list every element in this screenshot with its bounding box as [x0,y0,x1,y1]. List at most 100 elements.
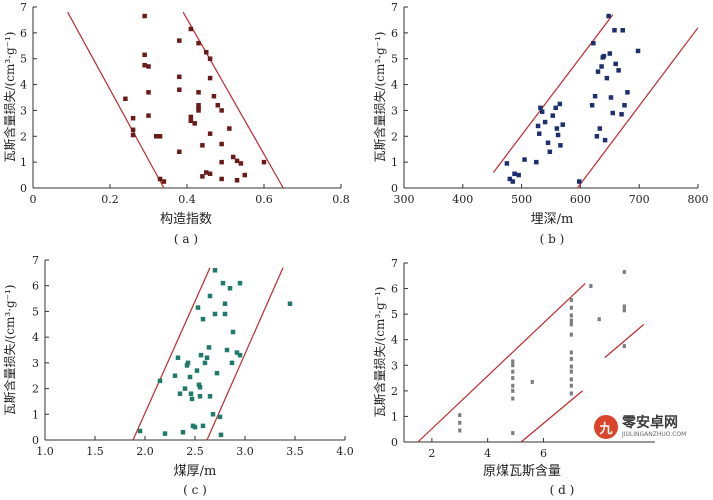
panel-b-x-tick-label: 600 [570,193,591,206]
panel-b-ylabel: 瓦斯含量损失/(cm³·g⁻¹) [372,32,387,163]
panel-a-ylabel: 瓦斯含量损失/(cm³·g⁻¹) [2,32,17,163]
panel-c-data-point [197,385,203,390]
panel-d-data-point [511,383,515,388]
panel-b-data-point [557,101,563,107]
panel-c-y-tick-label: 0 [32,434,39,447]
panel-b-data-point [560,122,566,127]
panel-c-x-tick-label: 2.5 [186,445,204,458]
panel-c-data-point [237,352,243,358]
panel-a-data-point [196,103,201,108]
panel-d-data-point [622,344,626,349]
panel-d-axes: 0 1 2 3 4 5 6 7 2 4 6 [391,257,655,460]
panel-a-data-point [238,161,244,166]
panel-b-data-point [620,28,625,33]
panel-d-data-point [569,350,573,355]
panel-d-data-point [589,284,593,289]
panel-c-data-point [195,305,201,310]
panel-a-data-point [196,108,201,113]
panel-a-y-tick-label: 5 [20,53,27,66]
panel-c-data-point [177,391,183,396]
panel-d-data-point [597,317,601,322]
panel-b-data-point [635,48,641,54]
panel-b-y-tick-label: 4 [391,79,398,92]
panel-b-data-point [602,137,608,143]
panel-c-data-point [287,301,293,306]
watermark-logo-icon: 九 [594,415,618,439]
panel-c-data-point [185,360,191,366]
panel-b-y-tick-label: 5 [391,53,398,66]
panel-d-data-point [511,376,515,381]
panel-a-data-point [188,118,194,124]
panel-c-axes: 0 1 2 3 4 5 6 7 1.0 1.5 2.0 2.5 3.0 3.5 4.0 [32,254,354,458]
panel-a-data-point [207,171,213,177]
panel-c-caption: ( c ) [183,483,207,497]
panel-d-data-point [511,369,515,374]
panel-d-caption: ( d ) [550,483,575,497]
panel-d-points [458,269,626,436]
panel-b-data-point [616,68,621,73]
panel-a-data-point [146,113,151,118]
panel-b-data-point [597,126,603,131]
panel-b-caption: ( b ) [540,232,565,246]
panel-c-x-tick-label: 2.0 [136,445,154,458]
panel-b-data-point [592,93,598,99]
panel-d-data-point [622,304,626,309]
panel-d-y-tick-label: 5 [391,308,398,321]
panel-d-data-point [569,313,573,318]
panel-c-data-point [197,394,203,399]
panel-c-y-tick-label: 6 [32,280,39,293]
panel-d-bound-line-1 [417,283,586,443]
panel-a-data-point [130,115,136,121]
panel-d-y-tick-label: 0 [391,436,398,449]
panel-b-data-point [613,61,618,67]
panel-b-data-point [516,172,521,178]
panel-a-x-tick-label: 0.8 [332,193,350,206]
panel-a-y-tick-label: 1 [20,156,27,169]
panel-a-data-point [188,114,194,120]
panel-b-data-point [547,149,553,155]
panel-a-axes: 0 1 2 3 4 5 6 7 0 0.2 0.4 0.6 0.8 [20,1,350,206]
panel-c-y-tick-label: 4 [32,331,39,344]
panel-b-data-point [534,159,539,165]
panel-a-data-point [207,75,213,81]
panel-d-xlabel: 原煤瓦斯含量 [483,463,561,479]
panel-d-y-tick-label: 3 [391,359,398,372]
panel-a-data-point [177,149,182,155]
panel-d-x-tick-label: 2 [428,447,435,460]
panel-b-y-tick-label: 2 [391,130,398,143]
panel-b-data-point [619,112,624,117]
panel-a: 0 1 2 3 4 5 6 7 0 0.2 0.4 0.6 0.8 构造指数 ( a ) 瓦斯含量损失/… [2,1,350,246]
panel-a-y-tick-label: 0 [20,182,27,195]
panel-c-bound-lines [132,267,284,441]
panel-a-data-point [219,176,224,182]
panel-a-data-point [219,141,224,147]
panel-c: 0 1 2 3 4 5 6 7 1.0 1.5 2.0 2.5 3.0 3.5 4.0 煤厚/m ( c )… [2,254,354,497]
panel-b-data-point [608,95,614,100]
panel-d-data-point [569,369,573,374]
panel-b-data-point [536,131,542,136]
panel-b-y-tick-label: 6 [391,27,398,40]
panel-b-data-point [504,161,510,166]
panel-b-data-point [553,105,558,111]
panel-b-bound-lines [492,14,699,189]
panel-a-data-point [242,172,247,178]
panel-a-data-point [146,90,151,95]
panel-a-xlabel: 构造指数 [160,212,212,227]
panel-a-y-tick-label: 7 [20,1,27,14]
panel-a-data-point [146,64,151,69]
panel-a-data-point [157,176,163,182]
panel-a-data-point [161,179,167,184]
panel-d-y-tick-label: 6 [391,283,398,296]
panel-c-data-point [212,311,218,317]
panel-b-data-point [610,110,615,116]
panel-d-data-point [511,363,515,368]
panel-b-data-point [507,176,513,182]
panel-c-ylabel: 瓦斯含量损失/(cm³·g⁻¹) [2,285,17,416]
panel-d-data-point [511,388,515,393]
panel-b-data-point [576,179,582,184]
panel-b-data-point [622,103,627,108]
panel-d-y-tick-label: 1 [391,410,398,423]
panel-c-data-point [214,370,220,376]
panel-d-data-point [511,359,515,364]
